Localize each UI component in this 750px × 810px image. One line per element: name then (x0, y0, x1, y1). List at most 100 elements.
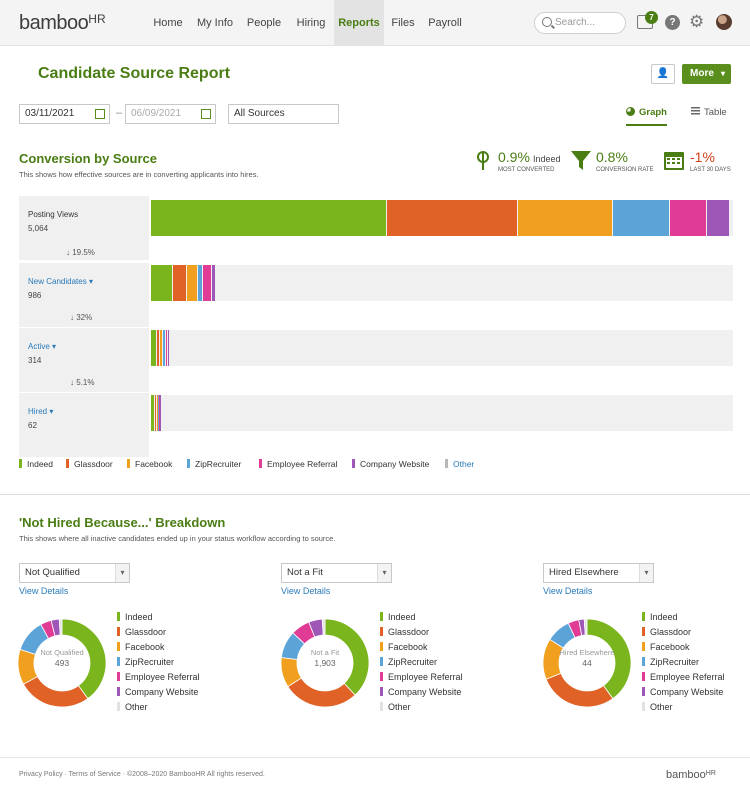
chevron-down-icon: ▾ (639, 564, 653, 582)
conversion-rate-1: ↓ 19.5% (66, 248, 95, 257)
bamboohr-logo[interactable]: bambooHR (19, 12, 106, 35)
bar-segment-ziprecruiter[interactable] (157, 395, 159, 431)
status-select-not-qualified[interactable]: Not Qualified ▾ (19, 563, 130, 583)
start-date-value: 03/11/2021 (25, 108, 75, 119)
legend-swatch (117, 657, 120, 666)
breakdown-description: This shows where all inactive candidates… (19, 534, 336, 543)
stage-name-link[interactable]: Active ▾ (28, 342, 56, 351)
legend-item: Glassdoor (66, 459, 113, 469)
bar-segment-employee-referral[interactable] (158, 395, 160, 431)
bar-active (151, 330, 733, 366)
donut-center-count: 1,903 (314, 658, 336, 668)
view-details-link[interactable]: View Details (281, 586, 331, 596)
legend-label: Glassdoor (125, 627, 167, 637)
donut-legend-item: Indeed (380, 612, 463, 627)
bar-segment-facebook[interactable] (518, 200, 612, 236)
legend-label: Facebook (650, 642, 690, 652)
legend-swatch (117, 687, 120, 696)
gear-icon[interactable]: ⚙ (689, 12, 705, 31)
footer-logo-suffix: HR (705, 770, 716, 777)
bar-segment-ziprecruiter[interactable] (198, 265, 202, 301)
legend-label: ZipRecruiter (650, 657, 700, 667)
stage-name-link[interactable]: New Candidates ▾ (28, 277, 93, 286)
bar-segment-glassdoor[interactable] (155, 395, 157, 431)
calendar-icon[interactable] (201, 109, 211, 119)
bar-segment-ziprecruiter[interactable] (612, 200, 669, 236)
legend-swatch (380, 672, 383, 681)
bar-segment-company-website[interactable] (159, 395, 161, 431)
donut-center-count: 493 (54, 658, 70, 668)
legend-item: Employee Referral (259, 459, 337, 469)
search-input[interactable]: Search... (534, 12, 626, 34)
select-value: Hired Elsewhere (549, 567, 619, 578)
rate-value: 5.1% (76, 378, 95, 387)
conversion-rate-3: ↓ 5.1% (70, 378, 95, 387)
add-user-button[interactable]: 👤 (651, 64, 675, 84)
bar-segment-glassdoor[interactable] (156, 330, 160, 366)
chevron-down-icon: ▾ (115, 564, 129, 582)
donut-legend-item: Facebook (642, 642, 725, 657)
donut-legend: Indeed Glassdoor Facebook ZipRecruiter E… (380, 612, 463, 717)
view-details-link[interactable]: View Details (19, 586, 69, 596)
donut-chart-not-qualified (18, 619, 106, 707)
bar-segment-company-website[interactable] (168, 330, 170, 366)
bar-segment-employee-referral[interactable] (165, 330, 168, 366)
end-date-field[interactable]: 06/09/2021 (125, 104, 216, 124)
nav-hiring[interactable]: Hiring (296, 17, 326, 29)
donut-legend-item: Company Website (380, 687, 463, 702)
legend-swatch (642, 612, 645, 621)
tab-graph[interactable]: Graph (626, 104, 667, 126)
legend-label: Glassdoor (74, 459, 113, 469)
donut-legend-item: Employee Referral (380, 672, 463, 687)
bar-segment-company-website[interactable] (212, 265, 216, 301)
bar-segment-employee-referral[interactable] (669, 200, 706, 236)
nav-home[interactable]: Home (153, 17, 183, 29)
avatar[interactable] (716, 14, 732, 30)
bar-segment-company-website[interactable] (706, 200, 730, 236)
nav-payroll[interactable]: Payroll (428, 17, 462, 29)
source-filter-field[interactable]: All Sources (228, 104, 339, 124)
donut-legend: Indeed Glassdoor Facebook ZipRecruiter E… (642, 612, 725, 717)
legend-swatch (642, 672, 645, 681)
donut-legend-item: ZipRecruiter (642, 657, 725, 672)
nav-files[interactable]: Files (391, 17, 415, 29)
nav-reports[interactable]: Reports (334, 0, 384, 46)
tab-table[interactable]: Table (691, 104, 727, 126)
calendar-icon[interactable] (95, 109, 105, 119)
stage-name-link[interactable]: Hired ▾ (28, 407, 53, 416)
bar-segment-facebook[interactable] (160, 330, 163, 366)
stat-value: -1% (690, 149, 715, 165)
legend-label: Glassdoor (650, 627, 692, 637)
legend-item-other[interactable]: Other (445, 459, 474, 469)
legend-label: Other (388, 702, 411, 712)
view-details-link[interactable]: View Details (543, 586, 593, 596)
donut-center-count: 44 (582, 658, 592, 668)
bar-segment-glassdoor[interactable] (387, 200, 518, 236)
conversion-description: This shows how effective sources are in … (19, 170, 259, 179)
bar-segment-indeed[interactable] (151, 330, 156, 366)
bar-segment-ziprecruiter[interactable] (163, 330, 165, 366)
nav-people[interactable]: People (246, 17, 282, 29)
donut-hole (559, 635, 615, 691)
nav-my-info[interactable]: My Info (196, 17, 234, 29)
bar-segment-glassdoor[interactable] (172, 265, 187, 301)
legend-swatch (380, 612, 383, 621)
bar-segment-employee-referral[interactable] (202, 265, 212, 301)
legend-swatch (380, 687, 383, 696)
more-button[interactable]: More (682, 64, 731, 84)
status-select-hired-elsewhere[interactable]: Hired Elsewhere ▾ (543, 563, 654, 583)
bar-segment-indeed[interactable] (151, 395, 155, 431)
bar-segment-facebook[interactable] (187, 265, 198, 301)
legend-swatch (117, 627, 120, 636)
start-date-field[interactable]: 03/11/2021 (19, 104, 110, 124)
caret-down-icon: ▾ (88, 277, 93, 286)
help-icon[interactable]: ? (665, 15, 680, 30)
bar-segment-indeed[interactable] (151, 265, 172, 301)
bar-segment-facebook[interactable] (156, 395, 158, 431)
bar-segment-indeed[interactable] (151, 200, 387, 236)
legend-label: ZipRecruiter (388, 657, 438, 667)
donut-legend-item: Indeed (642, 612, 725, 627)
donut-center-label: Hired Elsewhere 44 (557, 648, 617, 668)
status-select-not-a-fit[interactable]: Not a Fit ▾ (281, 563, 392, 583)
legend-label: Company Website (388, 687, 462, 697)
